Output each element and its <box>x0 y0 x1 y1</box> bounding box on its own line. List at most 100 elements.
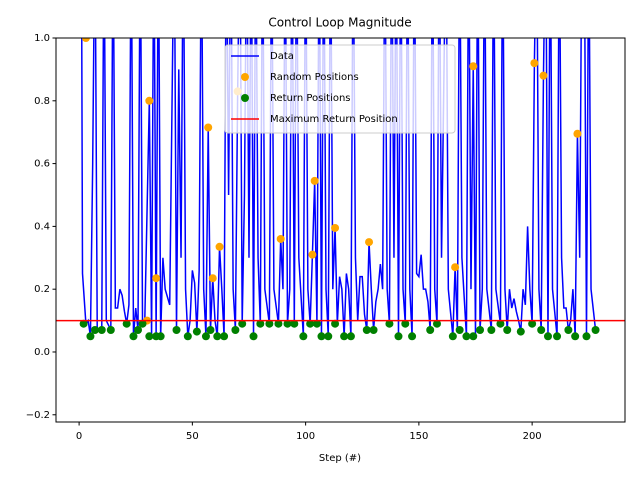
scatter-point <box>97 326 106 335</box>
data-line <box>81 38 597 337</box>
scatter-point <box>238 319 247 328</box>
scatter-point <box>299 332 308 341</box>
y-tick-label: 0.2 <box>34 284 50 295</box>
scatter-point <box>215 242 224 251</box>
scatter-point <box>90 326 99 335</box>
y-tick-label: 1.0 <box>34 33 50 44</box>
scatter-point <box>306 319 315 328</box>
y-tick-label: −0.2 <box>26 410 50 421</box>
scatter-point <box>573 129 582 138</box>
scatter-point <box>564 326 573 335</box>
scatter-point <box>476 326 485 335</box>
scatter-point <box>206 326 215 335</box>
x-tick-label: 0 <box>76 431 82 442</box>
legend-label: Random Positions <box>270 72 359 83</box>
scatter-point <box>79 319 88 328</box>
scatter-point <box>591 326 600 335</box>
x-tick-label: 100 <box>296 431 315 442</box>
scatter-point <box>290 319 299 328</box>
x-tick-label: 150 <box>409 431 428 442</box>
scatter-point <box>256 319 265 328</box>
legend-label: Return Positions <box>270 93 351 104</box>
scatter-point <box>571 332 580 341</box>
scatter-point <box>362 326 371 335</box>
x-tick-label: 200 <box>523 431 542 442</box>
scatter-point <box>582 332 591 341</box>
scatter-point <box>394 332 403 341</box>
scatter-point <box>129 332 138 341</box>
scatter-point <box>401 319 410 328</box>
scatter-point <box>152 274 161 283</box>
legend-marker <box>241 94 249 102</box>
scatter-point <box>451 263 460 272</box>
x-axis-label: Step (#) <box>319 453 361 464</box>
scatter-point <box>208 274 217 283</box>
axes-frame <box>55 37 626 423</box>
scatter-point <box>324 332 333 341</box>
scatter-point <box>276 234 285 243</box>
scatter-point <box>331 319 340 328</box>
scatter-point <box>503 326 512 335</box>
legend-label: Data <box>270 51 294 62</box>
scatter-point <box>156 332 165 341</box>
scatter-point <box>426 326 435 335</box>
scatter-point <box>528 319 537 328</box>
scatter-point <box>530 59 539 68</box>
scatter-point <box>106 326 115 335</box>
scatter-point <box>553 332 562 341</box>
scatter-point <box>539 71 548 80</box>
y-tick-label: 0.8 <box>34 96 50 107</box>
scatter-point <box>469 332 478 341</box>
scatter-point <box>462 332 471 341</box>
scatter-point <box>145 332 154 341</box>
scatter-point <box>408 332 417 341</box>
scatter-point <box>274 319 283 328</box>
scatter-point <box>192 327 201 336</box>
scatter-point <box>487 326 496 335</box>
scatter-point <box>312 319 321 328</box>
scatter-point <box>331 223 340 232</box>
scatter-point <box>213 332 222 341</box>
scatter-point <box>543 332 552 341</box>
scatter-point <box>432 319 441 328</box>
scatter-point <box>265 319 274 328</box>
y-tick-label: 0.4 <box>34 221 50 232</box>
scatter-point <box>537 326 546 335</box>
scatter-point <box>346 332 355 341</box>
scatter-point <box>516 327 525 336</box>
scatter-point <box>172 326 181 335</box>
scatter-point <box>369 326 378 335</box>
scatter-point <box>469 62 478 71</box>
scatter-point <box>340 332 349 341</box>
chart-title: Control Loop Magnitude <box>268 16 411 30</box>
x-tick-label: 50 <box>186 431 199 442</box>
scatter-point <box>317 332 326 341</box>
scatter-point <box>283 319 292 328</box>
scatter-point <box>122 319 131 328</box>
legend-marker <box>241 73 249 81</box>
scatter-point <box>86 332 95 341</box>
scatter-point <box>138 319 147 328</box>
scatter-point <box>81 38 90 42</box>
scatter-point <box>448 332 457 341</box>
scatter-point <box>183 332 192 341</box>
scatter-point <box>310 176 319 185</box>
scatter-point <box>231 326 240 335</box>
scatter-point <box>365 238 374 247</box>
y-tick-label: 0.6 <box>34 159 50 170</box>
plot-area <box>56 38 625 341</box>
scatter-point <box>249 332 258 341</box>
scatter-point <box>145 96 154 105</box>
scatter-point <box>133 326 142 335</box>
legend-label: Maximum Return Position <box>270 114 398 125</box>
scatter-point <box>308 250 317 259</box>
scatter-point <box>220 332 229 341</box>
legend-box <box>224 44 456 134</box>
scatter-point <box>201 332 210 341</box>
scatter-point <box>496 319 505 328</box>
scatter-point <box>204 123 213 132</box>
y-tick-label: 0.0 <box>34 347 50 358</box>
scatter-point <box>455 326 464 335</box>
